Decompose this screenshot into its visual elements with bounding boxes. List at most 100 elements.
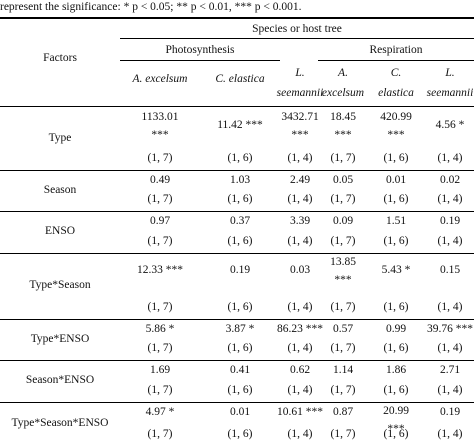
row-divider xyxy=(0,319,474,320)
cell-df: (1, 4) xyxy=(437,342,463,354)
cell-df: (1, 6) xyxy=(227,301,253,313)
top-rule xyxy=(0,17,474,19)
cell-significance: *** xyxy=(151,129,169,141)
cell-value: 0.15 xyxy=(439,264,461,276)
row-divider xyxy=(0,211,474,212)
cell-df: (1, 7) xyxy=(330,428,356,440)
cell-value: 10.61 *** xyxy=(277,406,323,418)
column-header: C. elastica xyxy=(215,73,265,85)
cell-value: 1.69 xyxy=(149,364,171,376)
row-divider xyxy=(0,253,474,254)
cell-df: (1, 7) xyxy=(330,301,356,313)
cell-value: 0.03 xyxy=(289,264,311,276)
factor-label: Type*Season xyxy=(29,279,91,291)
respiration-rule xyxy=(318,60,474,61)
cell-df: (1, 6) xyxy=(227,235,253,247)
cell-df: (1, 4) xyxy=(287,342,313,354)
cell-df: (1, 7) xyxy=(330,342,356,354)
row-divider xyxy=(0,402,474,403)
cell-df: (1, 6) xyxy=(383,193,409,205)
cell-value: 5.86 * xyxy=(145,323,175,335)
cell-value: 0.05 xyxy=(332,174,354,186)
cell-value: 1.03 xyxy=(229,174,251,186)
cell-df: (1, 7) xyxy=(330,152,356,164)
column-header: A. excelsum xyxy=(132,73,188,85)
column-header: A. xyxy=(338,67,348,79)
cell-value: 0.19 xyxy=(439,406,461,418)
cell-df: (1, 7) xyxy=(147,235,173,247)
cell-value: 4.56 * xyxy=(435,119,465,131)
cell-df: (1, 7) xyxy=(330,384,356,396)
cell-value: 39.76 *** xyxy=(427,323,473,335)
cell-df: (1, 6) xyxy=(227,428,253,440)
group-rule xyxy=(120,38,474,39)
cell-value: 1133.01 xyxy=(141,111,179,123)
cell-df: (1, 4) xyxy=(287,384,313,396)
cell-value: 0.62 xyxy=(289,364,311,376)
cell-df: (1, 6) xyxy=(227,342,253,354)
column-header: C. xyxy=(390,67,402,79)
cell-value: 18.45 xyxy=(330,111,356,123)
cell-value: 1.14 xyxy=(332,364,354,376)
cell-df: (1, 6) xyxy=(383,235,409,247)
cell-df: (1, 4) xyxy=(287,152,313,164)
photosynthesis-header: Photosynthesis xyxy=(165,44,235,56)
cell-value: 0.37 xyxy=(229,215,251,227)
cell-value: 1.51 xyxy=(385,215,407,227)
cell-value: 3.39 xyxy=(289,215,311,227)
cell-df: (1, 4) xyxy=(437,193,463,205)
cell-value: 11.42 *** xyxy=(217,119,263,131)
cell-df: (1, 6) xyxy=(227,152,253,164)
cell-value: 0.97 xyxy=(149,215,171,227)
cell-df: (1, 4) xyxy=(287,301,313,313)
factors-header: Factors xyxy=(43,52,77,64)
cell-significance: *** xyxy=(291,129,309,141)
factor-label: Season*ENSO xyxy=(25,374,95,386)
cell-df: (1, 6) xyxy=(227,384,253,396)
column-header-line2: excelsum xyxy=(321,87,365,99)
cell-value: 0.87 xyxy=(332,406,354,418)
cell-significance: *** xyxy=(334,274,352,286)
cell-df: (1, 6) xyxy=(383,384,409,396)
header-rule xyxy=(0,106,474,107)
cell-df: (1, 6) xyxy=(383,342,409,354)
cell-df: (1, 7) xyxy=(330,193,356,205)
cell-df: (1, 7) xyxy=(147,193,173,205)
photosynthesis-rule xyxy=(120,60,280,61)
cell-value: 0.99 xyxy=(385,323,407,335)
cell-df: (1, 4) xyxy=(437,301,463,313)
cell-value: 2.71 xyxy=(439,364,461,376)
cell-df: (1, 4) xyxy=(437,384,463,396)
cell-value: 0.09 xyxy=(332,215,354,227)
cell-df: (1, 4) xyxy=(287,193,313,205)
cell-value: 0.01 xyxy=(385,174,407,186)
cell-df: (1, 4) xyxy=(287,428,313,440)
column-header-line2: elastica xyxy=(378,87,414,99)
cell-value: 13.85 xyxy=(330,256,356,268)
cell-df: (1, 7) xyxy=(147,152,173,164)
cell-df: (1, 6) xyxy=(383,152,409,164)
column-header: L. xyxy=(445,67,455,79)
factor-label: Season xyxy=(43,183,77,196)
column-header-line2: seemannii xyxy=(276,87,324,99)
cell-df: (1, 6) xyxy=(227,193,253,205)
cell-df: (1, 6) xyxy=(383,428,409,440)
cell-value: 3432.71 xyxy=(281,111,319,123)
cell-df: (1, 4) xyxy=(437,152,463,164)
column-header: L. xyxy=(295,67,305,79)
cell-value: 12.33 *** xyxy=(137,264,183,276)
cell-value: 420.99 xyxy=(380,111,412,123)
row-divider xyxy=(0,360,474,361)
cell-df: (1, 7) xyxy=(147,342,173,354)
cell-value: 86.23 *** xyxy=(277,323,323,335)
cell-value: 5.43 * xyxy=(381,264,411,276)
cell-value: 4.97 * xyxy=(145,406,175,418)
cell-value: 0.19 xyxy=(439,215,461,227)
factor-label: Type xyxy=(48,132,72,144)
cell-value: 0.57 xyxy=(332,323,354,335)
cell-value: 0.01 xyxy=(229,406,251,418)
cell-value: 0.49 xyxy=(149,174,171,186)
cell-value: 20.99 xyxy=(383,405,409,417)
cell-df: (1, 4) xyxy=(437,235,463,247)
column-header-line2: seemannii xyxy=(426,87,474,99)
